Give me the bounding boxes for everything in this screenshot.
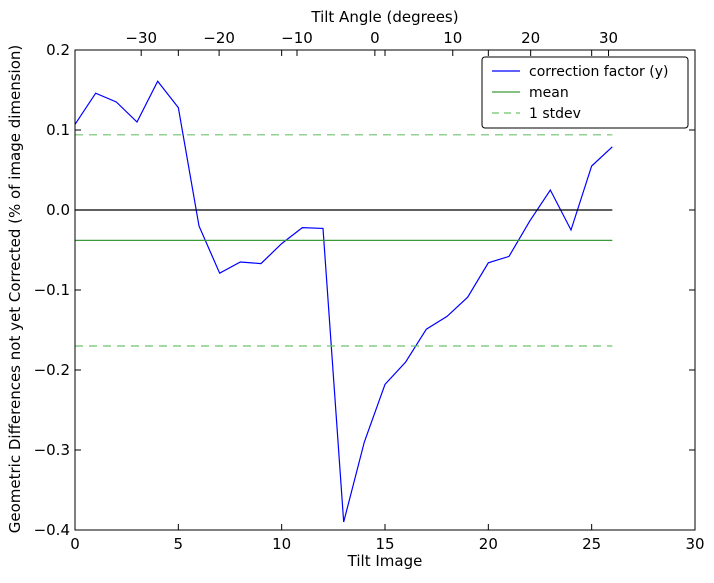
top-tick-label: −20 [203,29,235,47]
top-tick-label: 30 [599,29,618,47]
x-tick-label: 25 [582,535,601,553]
x-tick-label: 5 [174,535,184,553]
top-tick-label: −10 [281,29,313,47]
x-tick-label: 20 [479,535,498,553]
top-tick-label: −30 [125,29,157,47]
top-tick-label: 10 [443,29,462,47]
ticks-layer: 0 5 10 15 20 25 30 −0.4 −0.3 −0.2 −0.1 0.0 0.1 0.2 −30… [34,29,705,553]
top-tick-label: 20 [521,29,540,47]
series-line-correction-factor-y-0 [74,80,613,523]
legend-label-correction-factor-y: correction factor (y) [529,64,668,80]
y-tick-label: −0.2 [34,361,70,379]
series-layer [74,80,613,523]
legend-box [481,56,689,129]
y-tick-label: −0.4 [34,521,70,539]
y-tick-label: 0.0 [46,201,70,219]
y-tick-label: −0.1 [34,281,70,299]
x-tick-label: 30 [685,535,704,553]
x-tick-label: 15 [375,535,394,553]
x-axis-title: Tilt Image [347,552,423,570]
x-tick-label: 0 [70,535,80,553]
y-tick-label: 0.2 [46,41,70,59]
y-axis-title: Geometric Differences not yet Corrected … [6,45,24,534]
top-axis-title: Tilt Angle (degrees) [310,8,458,26]
legend-label-1-stdev: 1 stdev [529,106,581,122]
top-tick-label: 0 [370,29,380,47]
x-tick-label: 10 [272,535,291,553]
legend: correction factor (y) mean 1 stdev [481,56,689,129]
y-tick-label: −0.3 [34,441,70,459]
legend-label-mean: mean [529,85,569,101]
y-tick-label: 0.1 [46,121,70,139]
